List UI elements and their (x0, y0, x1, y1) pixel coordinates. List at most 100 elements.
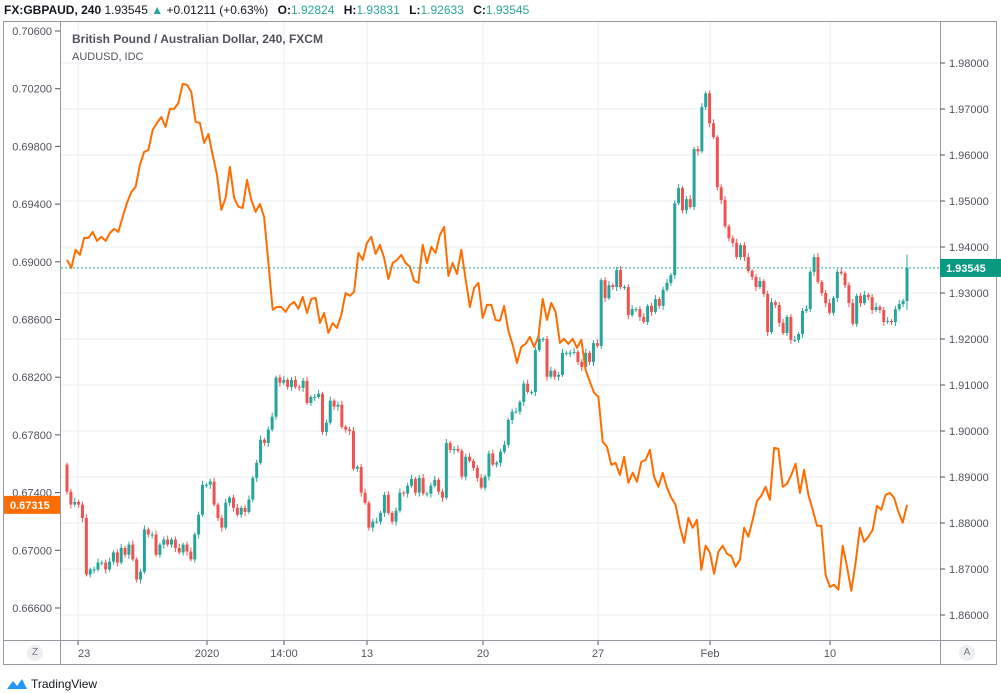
candle-body (309, 396, 313, 403)
candle-body (243, 507, 247, 512)
candle (348, 426, 352, 435)
candle (773, 300, 777, 308)
candle (735, 238, 739, 260)
candle-body (897, 304, 901, 310)
candle (855, 293, 859, 327)
candle (146, 527, 150, 538)
right-axis-label: 1.98000 (949, 58, 989, 70)
candle (406, 482, 410, 498)
candle-body (545, 339, 549, 377)
candle (185, 541, 189, 556)
candle (471, 458, 475, 471)
candle (243, 504, 247, 516)
candle-body (530, 391, 534, 393)
candle (448, 440, 452, 453)
candle (835, 268, 839, 303)
candle (839, 267, 843, 276)
tradingview-logo-icon (7, 679, 27, 689)
overlay-last-value-badge (4, 495, 60, 514)
candle-body (212, 481, 216, 505)
candle-body (816, 257, 820, 282)
candle (537, 335, 541, 353)
candle-body (131, 544, 135, 560)
candle-body (680, 188, 684, 211)
candle-body (348, 429, 352, 431)
candle-body (657, 298, 661, 306)
candle (228, 495, 232, 506)
candle (266, 426, 270, 447)
candle-body (475, 467, 479, 478)
candle (553, 368, 557, 380)
tradingview-logo[interactable]: TradingView (6, 677, 97, 691)
candle (793, 335, 797, 342)
candle (452, 445, 456, 454)
candle (762, 279, 766, 297)
audusd-line (66, 82, 908, 592)
candle (661, 286, 665, 310)
candle-body (603, 280, 607, 299)
candle (568, 349, 572, 357)
candle (444, 438, 448, 500)
candle-body (104, 562, 108, 570)
candle (115, 549, 119, 567)
candle (669, 273, 673, 286)
candle (158, 542, 162, 558)
candle (673, 200, 677, 280)
candle-body (723, 200, 727, 227)
left-axis-label: 0.69400 (12, 199, 52, 211)
auto-scale-button[interactable]: A (959, 645, 975, 661)
candle (812, 254, 816, 276)
candle-body (274, 377, 278, 417)
chart-frame (3, 21, 997, 665)
candle (615, 267, 619, 292)
candle-body (444, 442, 448, 498)
candle-body (77, 501, 81, 505)
candle-body (696, 149, 700, 152)
symbol-name[interactable]: FX:GBPAUD, 240 (4, 3, 102, 17)
candle-body (204, 484, 208, 486)
candle-body (669, 275, 673, 283)
candle (607, 281, 611, 301)
candle (305, 376, 309, 405)
candle (460, 448, 464, 480)
legend-overlay-series[interactable]: AUDUSD, IDC (72, 51, 144, 63)
candle (495, 460, 499, 468)
candle-body (526, 383, 530, 392)
candle-body (239, 507, 243, 515)
candle-body (619, 270, 623, 288)
candle (545, 336, 549, 381)
candle (595, 339, 599, 348)
log-scale-button[interactable]: Z (27, 645, 43, 661)
candle-body (820, 281, 824, 293)
candle-body (588, 352, 592, 362)
candle-body (518, 402, 522, 412)
candle-body (650, 305, 654, 312)
time-axis-label: Feb (701, 648, 720, 660)
candle-body (514, 411, 518, 413)
legend-main-series[interactable]: British Pound / Australian Dollar, 240, … (72, 32, 323, 46)
candle-body (228, 497, 232, 503)
candle (502, 440, 506, 454)
candle-body (533, 350, 537, 392)
candle (878, 304, 882, 314)
candle-body (293, 379, 297, 387)
candle (487, 450, 491, 481)
candle (65, 462, 69, 495)
candle (320, 391, 324, 435)
candle (808, 269, 812, 313)
candle-body (111, 552, 115, 562)
candle (758, 277, 762, 290)
candle (371, 518, 375, 532)
candle-body (344, 426, 348, 430)
candle-body (708, 93, 712, 124)
candle-body (336, 404, 340, 407)
candle-body (220, 517, 224, 528)
candle (603, 277, 607, 303)
candle-body (278, 377, 282, 383)
candle (359, 463, 363, 497)
candle (700, 103, 704, 154)
close-value: 1.93545 (485, 3, 530, 17)
high-label: H: (343, 3, 357, 17)
candle-body (580, 362, 584, 368)
